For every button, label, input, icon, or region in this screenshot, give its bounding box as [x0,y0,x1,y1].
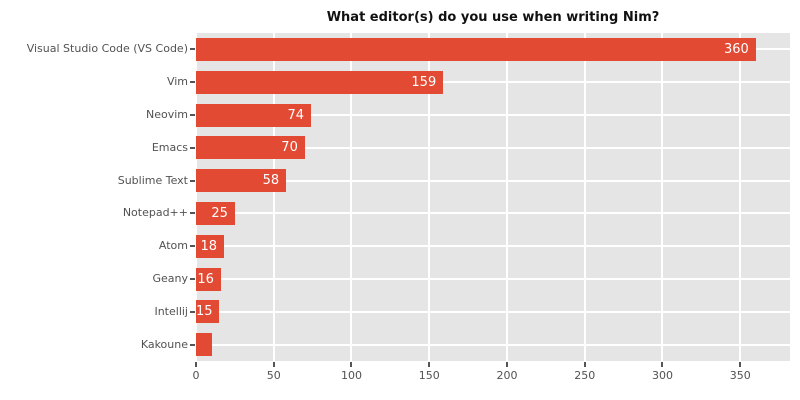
gridline-horizontal [196,179,790,182]
y-tick-mark [190,48,195,51]
bar: 25 [196,201,235,225]
y-tick-label: Emacs [151,140,188,154]
x-tick-mark [661,362,664,367]
gridline-horizontal [196,278,790,280]
plot-area: 360 159 74 70 58 25 18 16 15 [195,33,790,361]
x-tick-label: 0 [192,369,200,382]
y-tick-mark [190,343,195,346]
gridline-horizontal [196,343,790,346]
bar-value-label: 16 [197,271,214,287]
bar-value-label: 15 [196,304,213,320]
y-tick-mark [190,212,195,215]
y-tick-mark [190,146,195,149]
gridline-vertical [583,33,586,361]
bar: 16 [196,267,221,291]
gridline-vertical [195,33,197,361]
y-tick-label: Geany [152,272,188,285]
y-tick-mark [190,310,195,313]
y-tick-label: Vim [166,75,188,89]
gridline-horizontal [196,310,790,313]
bar-value-label: 360 [723,41,749,57]
y-tick-label: Notepad++ [122,206,188,220]
bar: 70 [196,136,305,160]
gridline-vertical [428,33,431,361]
chart-title: What editor(s) do you use when writing N… [326,10,660,25]
y-tick-label: Visual Studio Code (VS Code) [26,42,188,56]
bar-value-label: 18 [200,238,217,254]
y-tick-mark [190,81,195,84]
y-axis-labels: Visual Studio Code (VS Code) Vim Neovim Ema… [0,33,188,361]
y-tick-label: Kakoune [140,337,188,351]
gridline-horizontal [196,81,790,84]
bar-value-label: 70 [281,140,298,156]
x-tick-label: 350 [729,369,751,382]
x-tick-label: 200 [496,369,518,382]
bar: 159 [196,70,444,94]
gridline-horizontal [196,114,790,116]
x-tick-mark [505,362,508,367]
bar [196,333,212,357]
bar: 18 [196,234,224,258]
gridline-vertical [661,33,664,361]
x-tick-label: 100 [340,369,362,382]
bar: 74 [196,103,312,127]
x-tick-mark [583,362,586,367]
gridline-horizontal [196,212,790,215]
bar-value-label: 74 [287,107,305,123]
x-tick-mark [195,362,197,367]
gridline-vertical [739,33,742,361]
x-tick-mark [350,362,353,367]
y-tick-label: Intellij [154,304,188,318]
y-tick-mark [190,114,195,116]
bar: 15 [196,300,220,324]
gridline-horizontal [196,146,790,149]
bar-value-label: 25 [211,205,228,221]
x-tick-label: 300 [651,369,673,382]
y-tick-mark [190,278,195,280]
y-tick-label: Sublime Text [117,173,188,187]
x-tick-label: 150 [418,369,440,382]
bar: 360 [196,37,756,61]
bar-value-label: 58 [262,173,280,189]
bar: 58 [196,169,287,193]
gridline-vertical [272,33,275,361]
x-tick-mark [739,362,742,367]
y-tick-label: Neovim [145,108,188,121]
y-tick-mark [190,245,195,248]
gridline-horizontal [196,245,790,248]
x-tick-mark [272,362,275,367]
x-tick-label: 250 [574,369,596,382]
bar-value-label: 159 [411,74,437,90]
y-tick-mark [190,179,195,182]
x-tick-label: 50 [266,369,281,382]
x-tick-mark [428,362,431,367]
y-tick-label: Atom [158,239,188,253]
gridline-vertical [505,33,508,361]
gridline-vertical [350,33,353,361]
